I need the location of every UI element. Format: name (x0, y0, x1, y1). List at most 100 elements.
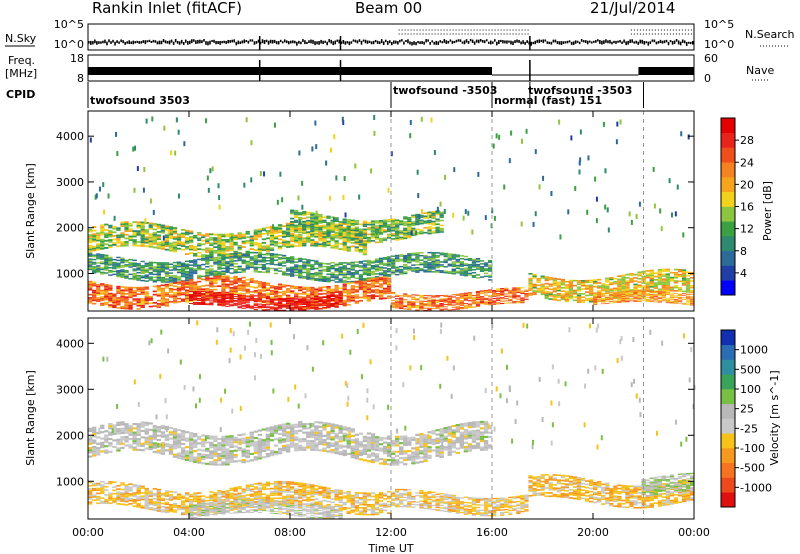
data-cell (435, 300, 440, 303)
data-cell (588, 281, 594, 283)
data-cell (92, 426, 97, 429)
nsky-sample (542, 39, 545, 44)
data-cell (88, 451, 93, 454)
data-cell (338, 294, 343, 296)
nsky-sample (140, 41, 143, 44)
data-cell (265, 237, 271, 240)
data-cell (621, 284, 626, 287)
data-cell (366, 291, 372, 294)
data-cell (451, 294, 456, 296)
data-cell (189, 273, 194, 275)
data-cell (249, 295, 254, 297)
data-cell (92, 430, 97, 434)
data-cell (475, 305, 481, 308)
data-cell (201, 257, 206, 260)
data-cell (128, 239, 133, 241)
data-cell (512, 302, 517, 304)
data-cell (423, 304, 428, 306)
data-cell (306, 305, 311, 307)
data-cell (415, 304, 420, 307)
data-cell (399, 300, 404, 303)
data-cell (285, 244, 291, 247)
data-cell (463, 293, 469, 296)
data-cell (552, 295, 557, 298)
data-cell (629, 281, 634, 283)
data-cell (532, 293, 537, 296)
data-cell (629, 272, 634, 275)
data-cell (144, 268, 149, 271)
scatter-cell (342, 194, 345, 200)
data-cell (459, 297, 465, 299)
data-cell (419, 297, 424, 299)
data-cell (451, 264, 456, 266)
data-cell (277, 285, 283, 287)
data-cell (132, 286, 137, 289)
data-cell (140, 291, 145, 294)
data-cell (334, 288, 339, 290)
data-cell (96, 449, 101, 452)
data-cell (358, 260, 364, 263)
data-cell (399, 220, 404, 222)
nsky-sample (556, 41, 559, 45)
data-cell (140, 269, 145, 272)
data-cell (653, 295, 658, 297)
data-cell (419, 263, 424, 266)
data-cell (419, 216, 424, 218)
data-cell (471, 264, 477, 267)
data-cell (269, 232, 275, 235)
nsky-sample (122, 40, 124, 44)
data-cell (479, 292, 485, 294)
data-cell (209, 257, 214, 260)
scatter-cell (676, 184, 679, 190)
data-cell (403, 268, 408, 270)
nsky-sample (112, 39, 114, 43)
data-cell (399, 304, 404, 306)
data-cell (184, 267, 190, 270)
data-cell (346, 295, 351, 298)
data-cell (217, 253, 222, 256)
data-cell (431, 295, 436, 297)
data-cell (180, 293, 186, 296)
data-cell (176, 283, 182, 285)
data-cell (625, 277, 630, 279)
data-cell (350, 263, 355, 265)
data-cell (689, 291, 695, 294)
scatter-cell (615, 139, 618, 145)
data-cell (237, 234, 242, 236)
data-cell (338, 271, 343, 273)
data-cell (661, 297, 667, 298)
data-cell (172, 248, 178, 251)
nsky-sample (114, 41, 116, 46)
data-cell (354, 281, 359, 283)
data-cell (435, 262, 440, 264)
data-cell (233, 236, 238, 239)
nsky-sample (168, 40, 171, 45)
data-cell (104, 295, 109, 298)
data-cell (229, 299, 234, 301)
data-cell (435, 271, 440, 273)
data-cell (164, 236, 170, 238)
nsky-sample (372, 40, 375, 45)
data-cell (168, 233, 174, 236)
data-cell (148, 266, 153, 268)
data-cell (310, 297, 315, 299)
data-cell (209, 280, 214, 283)
data-cell (580, 293, 586, 295)
data-cell (403, 227, 408, 230)
data-cell (290, 297, 295, 299)
data-cell (261, 261, 267, 263)
data-cell (104, 257, 109, 260)
data-cell (180, 300, 186, 302)
data-cell (633, 293, 638, 295)
data-cell (548, 293, 553, 295)
data-cell (374, 280, 380, 283)
data-cell (338, 227, 343, 230)
data-cell (366, 283, 372, 286)
data-cell (144, 232, 149, 235)
data-cell (431, 256, 436, 258)
data-cell (625, 281, 630, 284)
data-cell (168, 278, 174, 280)
data-cell (253, 271, 258, 273)
data-cell (229, 291, 234, 294)
data-cell (120, 296, 125, 298)
